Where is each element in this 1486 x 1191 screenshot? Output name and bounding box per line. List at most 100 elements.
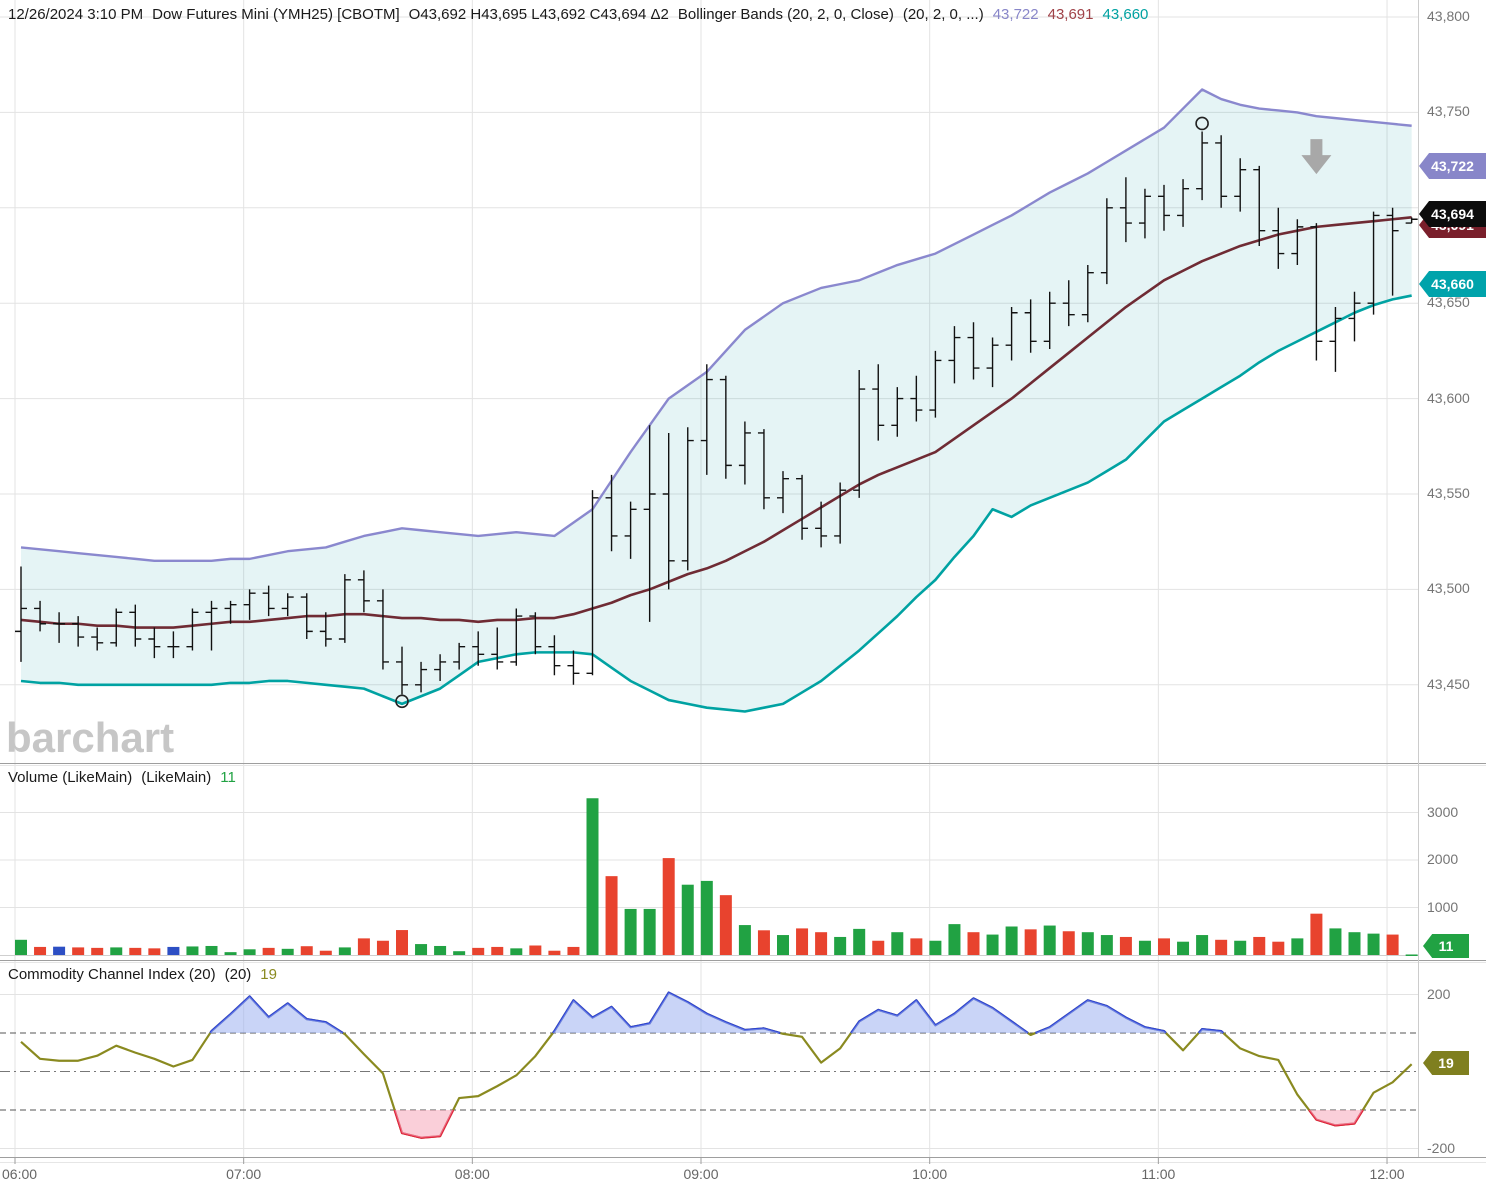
volume-bar — [967, 932, 980, 955]
time-axis-label: 08:00 — [454, 1166, 490, 1182]
header-study-params[interactable]: (20, 2, 0, ...) — [902, 6, 984, 23]
volume-bar — [300, 946, 313, 955]
volume-title[interactable]: Volume (LikeMain) — [8, 769, 133, 786]
volume-bar — [815, 932, 828, 955]
volume-axis-label: 1000 — [1427, 898, 1459, 915]
volume-bar — [1005, 926, 1018, 955]
volume-bar — [1196, 935, 1209, 955]
swing-low-circle-marker — [395, 694, 409, 709]
cci-overbought-fill — [1035, 1000, 1166, 1033]
header-datetime: 12/26/2024 3:10 PM — [8, 6, 144, 23]
bollinger-band-fill — [21, 89, 1412, 712]
time-axis-label: 09:00 — [683, 1166, 719, 1182]
volume-bar — [167, 946, 180, 955]
volume-bar — [1024, 929, 1037, 955]
price-axis-label: 43,550 — [1427, 485, 1470, 501]
time-axis-label: 12:00 — [1369, 1166, 1405, 1182]
time-axis-label: 11:00 — [1141, 1166, 1176, 1182]
volume-bar — [34, 946, 47, 955]
cci-subtitle[interactable]: (20) — [224, 966, 252, 983]
cci-panel-header: Commodity Channel Index (20) (20) 19 — [8, 966, 277, 983]
volume-bar — [1043, 925, 1056, 955]
volume-bar — [1215, 939, 1228, 955]
volume-bar — [491, 946, 504, 955]
volume-bar — [262, 947, 275, 955]
volume-bar — [891, 932, 904, 955]
volume-bar — [1177, 941, 1190, 955]
header-ohlc: O43,692 H43,695 L43,692 C43,694 Δ2 — [408, 6, 669, 23]
volume-bar — [910, 938, 923, 955]
header-study-label[interactable]: Bollinger Bands (20, 2, 0, Close) — [677, 6, 894, 23]
volume-bar — [1291, 938, 1304, 955]
volume-bar — [929, 940, 942, 955]
volume-bar — [681, 884, 694, 955]
volume-bar — [148, 948, 161, 955]
volume-bar — [796, 928, 809, 955]
volume-bar — [1062, 931, 1075, 955]
volume-bar — [205, 945, 218, 955]
cci-last-value: 19 — [260, 966, 277, 983]
volume-plot-area[interactable] — [0, 765, 1418, 959]
swing-high-circle-marker — [1195, 116, 1209, 131]
header-bb-upper-value: 43,722 — [992, 6, 1039, 23]
volume-bar — [243, 949, 256, 955]
cci-plot-area[interactable] — [0, 962, 1418, 1156]
volume-bar — [319, 950, 332, 955]
price-axis-label: 43,650 — [1427, 294, 1470, 311]
cci-value-badge: 19 — [1423, 1051, 1469, 1075]
volume-bar — [91, 947, 104, 955]
ohlc-bars — [15, 131, 1418, 695]
volume-bar — [1329, 928, 1342, 955]
volume-bar — [1367, 933, 1380, 955]
price-axis-label: 43,450 — [1427, 675, 1470, 692]
volume-bar — [186, 946, 199, 955]
chart-header: 12/26/2024 3:10 PM Dow Futures Mini (YMH2… — [8, 6, 1148, 23]
volume-bar — [1081, 932, 1094, 955]
bollinger-upper-band-line — [20, 88, 1412, 562]
volume-value-badge: 11 — [1423, 934, 1469, 958]
volume-bar — [224, 952, 237, 955]
volume-bar — [1158, 938, 1170, 955]
cci-oversold-fill — [1309, 1110, 1363, 1126]
volume-bar — [72, 947, 85, 955]
volume-bar — [1386, 934, 1399, 955]
volume-subtitle[interactable]: (LikeMain) — [141, 769, 212, 786]
volume-bar — [376, 940, 389, 955]
volume-bar — [1405, 954, 1418, 956]
cci-title[interactable]: Commodity Channel Index (20) — [8, 966, 216, 983]
bollinger-middle-band-line — [20, 216, 1412, 629]
volume-bar — [834, 936, 847, 955]
volume-bar — [357, 938, 370, 955]
bb-lower-price-badge: 43,660 — [1419, 271, 1486, 297]
price-axis-label: 43,800 — [1427, 8, 1470, 24]
volume-axis-label: 2000 — [1427, 851, 1459, 867]
header-bb-lower-value: 43,660 — [1102, 6, 1149, 23]
volume-bar — [1310, 913, 1323, 955]
cci-overbought-fill — [1198, 1029, 1224, 1033]
volume-bar — [1272, 941, 1285, 955]
volume-bar — [1348, 932, 1361, 955]
volume-bar — [662, 858, 675, 955]
volume-bar — [777, 935, 789, 955]
price-plot-area[interactable] — [0, 0, 1418, 763]
time-axis-label: 06:00 — [2, 1166, 38, 1182]
volume-bar — [510, 948, 523, 955]
volume-axis-label: 3000 — [1427, 803, 1459, 820]
volume-bar — [129, 947, 142, 955]
bollinger-lower-band-line — [20, 294, 1412, 713]
volume-bar — [948, 924, 961, 955]
volume-bar — [453, 951, 466, 955]
sell-signal-arrow-down-icon — [1301, 139, 1332, 175]
volume-bar — [281, 948, 294, 955]
volume-bar — [338, 947, 351, 955]
header-symbol: Dow Futures Mini (YMH25) [CBOTM] — [152, 6, 400, 23]
volume-bar — [719, 895, 732, 955]
volume-bar — [605, 876, 618, 955]
volume-bar — [110, 947, 123, 955]
volume-bar — [529, 945, 542, 955]
cci-axis-label: -200 — [1427, 1139, 1456, 1156]
volume-bar — [757, 930, 770, 955]
volume-bar — [643, 908, 656, 955]
